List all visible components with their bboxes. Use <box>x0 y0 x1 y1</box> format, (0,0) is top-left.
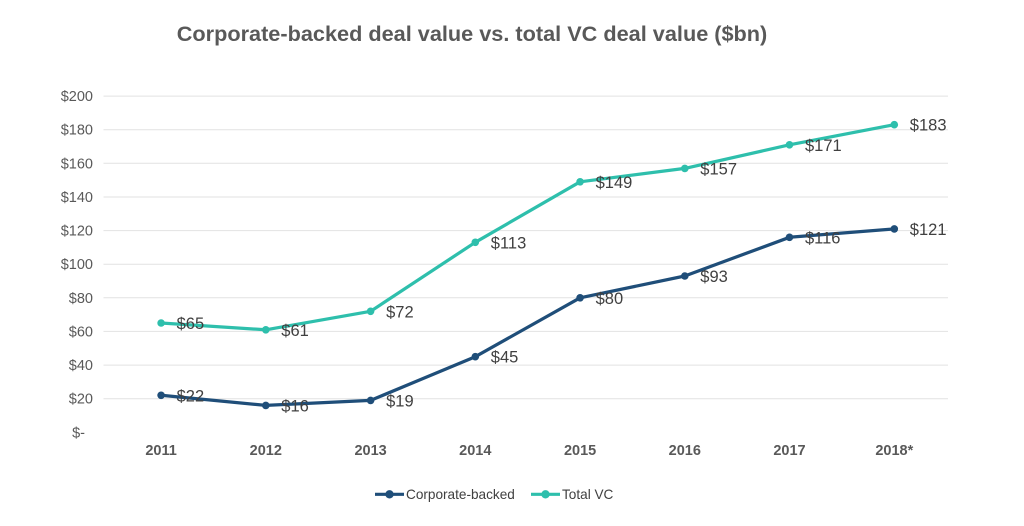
svg-text:$200: $200 <box>61 89 93 105</box>
svg-text:$80: $80 <box>69 291 93 307</box>
svg-text:2012: 2012 <box>250 443 282 459</box>
svg-text:$61: $61 <box>281 322 309 340</box>
svg-text:$19: $19 <box>386 392 414 410</box>
svg-text:$116: $116 <box>805 229 840 247</box>
svg-text:2018*: 2018* <box>875 443 913 459</box>
svg-text:$140: $140 <box>61 190 93 206</box>
svg-text:Corporate-backed deal value vs: Corporate-backed deal value vs. total VC… <box>177 21 768 46</box>
svg-text:$72: $72 <box>386 303 414 321</box>
svg-text:$157: $157 <box>700 160 737 178</box>
svg-text:$183: $183 <box>910 117 947 135</box>
svg-text:$60: $60 <box>69 324 93 340</box>
svg-text:2011: 2011 <box>145 443 176 459</box>
svg-text:$-: $- <box>72 425 85 441</box>
svg-text:$80: $80 <box>596 290 624 308</box>
svg-text:$149: $149 <box>596 174 633 192</box>
svg-text:$45: $45 <box>491 349 519 367</box>
svg-text:Total VC: Total VC <box>562 487 614 502</box>
svg-text:$160: $160 <box>61 156 93 172</box>
svg-text:$40: $40 <box>69 358 93 374</box>
svg-text:$100: $100 <box>61 257 93 273</box>
svg-text:2017: 2017 <box>773 443 805 459</box>
svg-text:$65: $65 <box>177 315 205 333</box>
svg-text:$20: $20 <box>69 392 93 408</box>
svg-text:2014: 2014 <box>459 443 491 459</box>
svg-text:2016: 2016 <box>669 443 701 459</box>
svg-text:Corporate-backed: Corporate-backed <box>406 487 515 502</box>
svg-text:2015: 2015 <box>564 443 596 459</box>
svg-text:$113: $113 <box>491 234 526 252</box>
svg-text:$171: $171 <box>805 137 842 155</box>
svg-text:$22: $22 <box>177 387 205 405</box>
svg-text:2013: 2013 <box>354 443 386 459</box>
svg-text:$120: $120 <box>61 224 93 240</box>
svg-text:$16: $16 <box>281 397 309 415</box>
svg-text:$180: $180 <box>61 123 93 139</box>
svg-text:$121: $121 <box>910 221 947 239</box>
svg-text:$93: $93 <box>700 268 728 286</box>
